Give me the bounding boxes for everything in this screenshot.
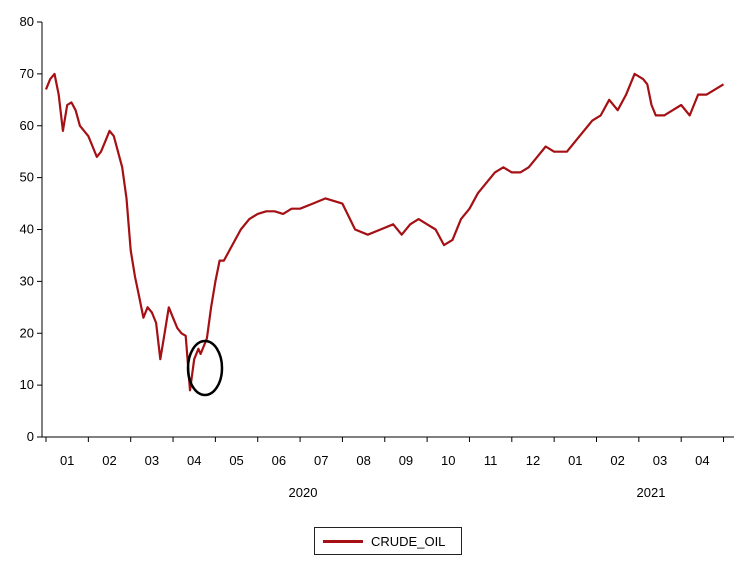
x-tick-label: 03 [145, 453, 159, 468]
series-group [44, 72, 725, 392]
y-tick-label: 30 [20, 273, 34, 288]
x-tick-label: 12 [526, 453, 540, 468]
x-ticks: 01 02 03 04 05 06 07 08 09 10 11 12 01 02 03 04 [45, 437, 725, 468]
x-tick-label: 10 [441, 453, 455, 468]
x-tick-label: 02 [610, 453, 624, 468]
legend-swatch-crude-oil [323, 539, 363, 543]
y-tick-label: 40 [20, 222, 34, 237]
x-tick-label: 08 [356, 453, 370, 468]
x-tick-label: 09 [399, 453, 413, 468]
y-tick-label: 80 [20, 14, 34, 29]
x-tick-label: 03 [653, 453, 667, 468]
y-tick-label: 50 [20, 170, 34, 185]
x-tick-label: 04 [695, 453, 709, 468]
y-ticks: 0 10 20 30 40 50 60 70 80 [20, 14, 42, 444]
x-tick-label: 05 [229, 453, 243, 468]
x-tick-label: 01 [60, 453, 74, 468]
x-tick-label: 06 [272, 453, 286, 468]
series-line-crude-oil [44, 72, 725, 392]
year-label-2020: 2020 [289, 485, 318, 500]
y-tick-label: 70 [20, 66, 34, 81]
x-tick-label: 07 [314, 453, 328, 468]
x-tick-label: 04 [187, 453, 201, 468]
legend-label-crude-oil: CRUDE_OIL [371, 533, 446, 549]
y-tick-label: 60 [20, 118, 34, 133]
y-tick-label: 0 [27, 429, 34, 444]
x-tick-label: 11 [484, 453, 498, 468]
y-tick-label: 10 [20, 377, 34, 392]
highlight-circle [186, 339, 224, 397]
x-tick-label: 01 [568, 453, 582, 468]
legend: CRUDE_OIL [314, 527, 462, 555]
year-label-2021: 2021 [637, 485, 666, 500]
y-tick-label: 20 [20, 325, 34, 340]
x-tick-label: 02 [102, 453, 116, 468]
